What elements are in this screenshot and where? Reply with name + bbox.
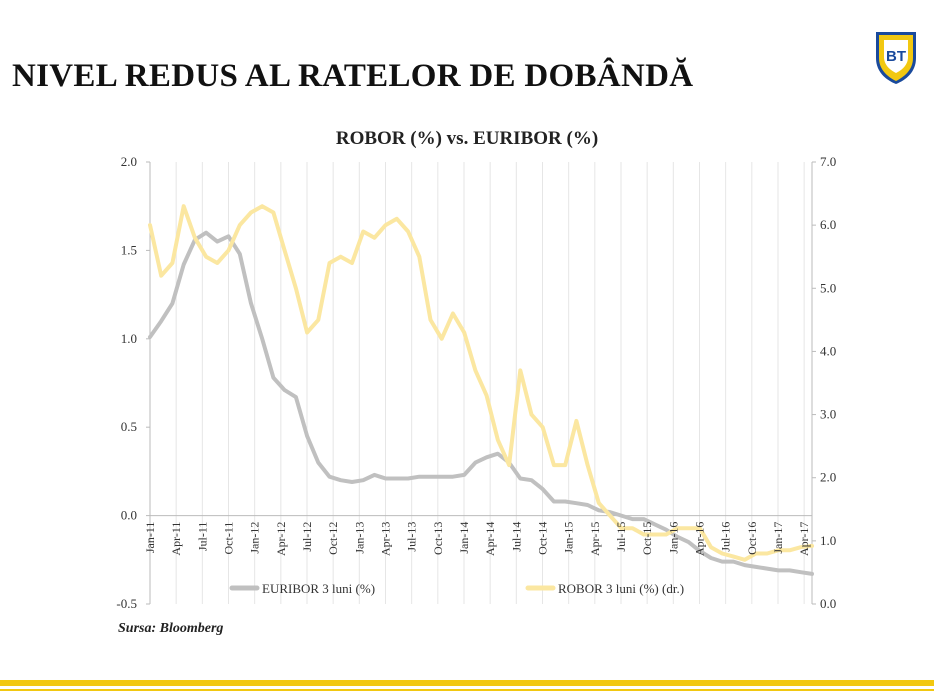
y-right-tick-label: 5.0	[820, 280, 836, 295]
x-tick-label: Apr-16	[692, 522, 706, 556]
x-tick-label: Jan-15	[562, 522, 576, 554]
y-right-tick-label: 1.0	[820, 533, 836, 548]
x-tick-label: Jan-16	[666, 522, 680, 554]
x-tick-label: Oct-12	[326, 522, 340, 555]
x-tick-label: Jul-13	[405, 522, 419, 552]
chart-axes	[149, 162, 813, 604]
y-right-tick-label: 2.0	[820, 470, 836, 485]
x-tick-label: Oct-11	[221, 522, 235, 555]
x-tick-label: Jan-12	[248, 522, 262, 554]
y-right-tick-label: 6.0	[820, 217, 836, 232]
y-left-tick-label: 0.0	[121, 508, 137, 523]
x-tick-label: Jul-16	[719, 522, 733, 552]
chart-title: ROBOR (%) vs. EURIBOR (%)	[335, 128, 599, 149]
logo-shield-inner	[884, 40, 908, 73]
robor-line	[148, 204, 814, 562]
x-tick-label: Jan-11	[143, 522, 157, 554]
source-note: Sursa: Bloomberg	[118, 621, 224, 636]
y-left-ticks: -0.5 0.0 0.5 1.0 1.5 2.0	[116, 154, 150, 611]
x-tick-label: Apr-17	[797, 522, 811, 556]
x-tick-label: Jul-14	[509, 522, 523, 552]
x-tick-label: Apr-12	[274, 522, 288, 556]
y-right-ticks: 0.0 1.0 2.0 3.0 4.0 5.0 6.0 7.0	[812, 154, 836, 611]
y-left-tick-label: 1.0	[121, 331, 137, 346]
x-tick-label: Oct-13	[431, 522, 445, 555]
x-tick-label: Jul-11	[195, 522, 209, 552]
x-tick-label: Apr-13	[378, 522, 392, 556]
y-left-tick-label: -0.5	[116, 596, 137, 611]
page-title: NIVEL REDUS AL RATELOR DE DOBÂNDĂ	[12, 58, 694, 94]
legend-label: ROBOR 3 luni (%) (dr.)	[558, 581, 684, 596]
x-tick-label: Jan-14	[457, 522, 471, 554]
y-left-tick-label: 1.5	[121, 242, 137, 257]
bt-logo: BT	[876, 32, 916, 84]
chart-legend: EURIBOR 3 luni (%) ROBOR 3 luni (%) (dr.)	[229, 581, 684, 596]
x-tick-label: Oct-16	[745, 522, 759, 555]
legend-label: EURIBOR 3 luni (%)	[262, 581, 375, 596]
y-left-tick-label: 0.5	[121, 419, 137, 434]
logo-text: BT	[886, 48, 906, 65]
x-tick-label: Jan-13	[352, 522, 366, 554]
y-right-tick-label: 3.0	[820, 407, 836, 422]
x-tick-label: Jul-12	[300, 522, 314, 552]
x-tick-label: Oct-15	[640, 522, 654, 555]
x-tick-label: Apr-14	[483, 522, 497, 556]
chart-lines	[148, 204, 814, 576]
x-tick-label: Jan-17	[771, 522, 785, 554]
x-tick-label: Oct-14	[535, 522, 549, 555]
bottom-accent-bar	[0, 680, 934, 686]
x-tick-label: Jul-15	[614, 522, 628, 552]
y-left-tick-label: 2.0	[121, 154, 137, 169]
y-right-tick-label: 0.0	[820, 596, 836, 611]
x-tick-label: Apr-15	[588, 522, 602, 556]
x-ticks: Jan-11 Apr-11 Jul-11 Oct-11 Jan-12 Apr-12 Jul-…	[143, 522, 811, 556]
euribor-line	[148, 230, 814, 576]
bottom-accent-line	[0, 689, 934, 691]
x-tick-label: Apr-11	[169, 522, 183, 556]
y-right-tick-label: 7.0	[820, 154, 836, 169]
y-right-tick-label: 4.0	[820, 343, 836, 358]
